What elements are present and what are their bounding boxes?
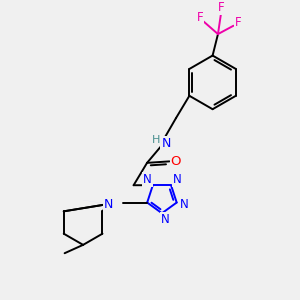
Text: N: N [104, 197, 113, 211]
Text: N: N [180, 197, 188, 211]
Text: O: O [171, 155, 181, 168]
Text: N: N [160, 213, 169, 226]
Text: F: F [235, 16, 242, 29]
Text: H: H [152, 135, 160, 145]
Text: F: F [218, 1, 225, 14]
Text: F: F [197, 11, 203, 24]
Text: N: N [172, 173, 182, 186]
Text: N: N [161, 137, 171, 150]
Text: N: N [143, 173, 152, 186]
